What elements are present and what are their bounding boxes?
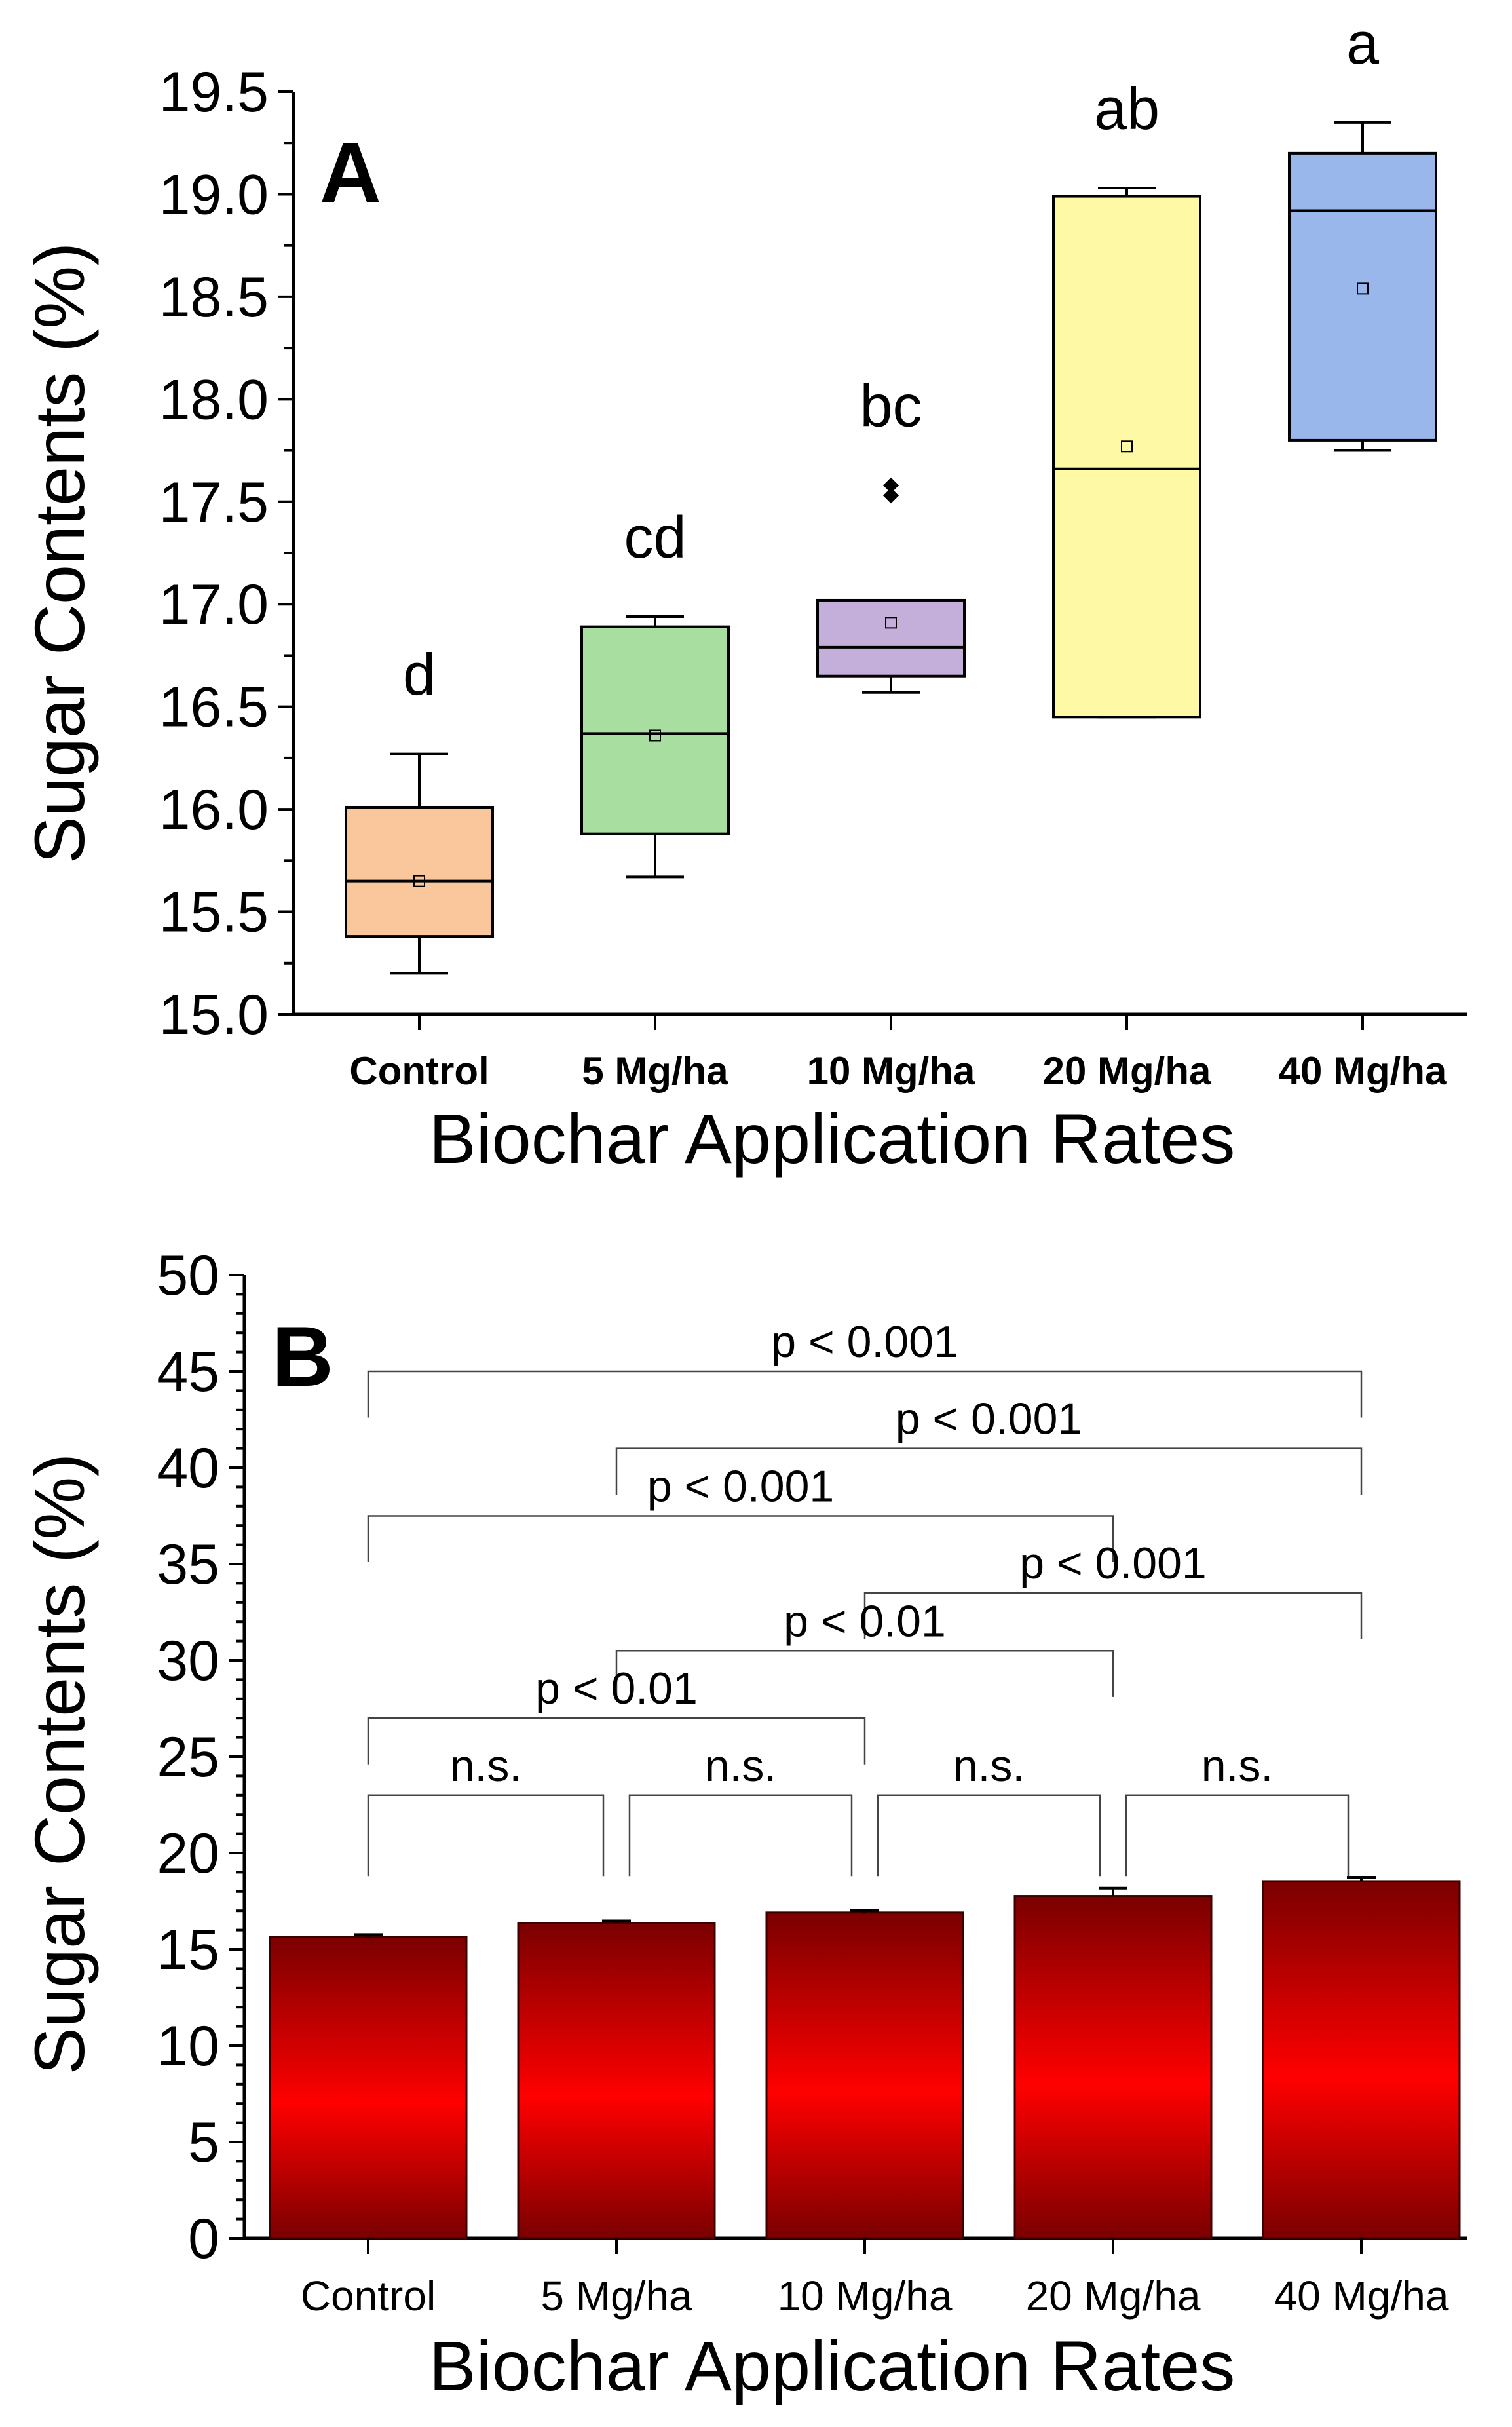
y-tick-label: 17.5 — [159, 471, 269, 534]
y-tick-label: 25 — [157, 1726, 219, 1789]
panel-b-y-axis-title: Sugar Contents (%) — [20, 1453, 99, 2074]
x-tick-label: 5 Mg/ha — [540, 2272, 692, 2320]
y-tick-label: 15 — [157, 1919, 219, 1981]
panel-b-barchart: p < 0.001 p < 0.001 p < 0.001 p < 0.001 p < … — [20, 1244, 1467, 2405]
panel-b-x-axis-title: Biochar Application Rates — [429, 2326, 1236, 2405]
comparison-bracket — [367, 1515, 1114, 1563]
y-tick-label: 50 — [157, 1244, 219, 1307]
mean-marker — [413, 875, 425, 887]
comparison-bracket — [615, 1447, 1363, 1495]
y-tick-label: 0 — [188, 2207, 219, 2270]
x-tick-label: 20 Mg/ha — [1026, 2272, 1201, 2320]
x-tick-label: 5 Mg/ha — [582, 1049, 728, 1093]
y-tick-label: 16.5 — [159, 676, 269, 739]
box-iqr — [1288, 151, 1437, 442]
x-tick-label: 10 Mg/ha — [807, 1049, 975, 1093]
bar — [1262, 1880, 1461, 2240]
x-tick-label: Control — [349, 1049, 489, 1093]
x-tick-label: 10 Mg/ha — [778, 2272, 953, 2320]
outlier-point — [883, 477, 899, 493]
bar — [269, 1936, 468, 2240]
x-tick-label: 40 Mg/ha — [1274, 2272, 1449, 2320]
x-tick-label: Control — [301, 2272, 436, 2320]
comparison-bracket — [615, 1650, 1114, 1697]
y-tick-label: 19.0 — [159, 163, 269, 226]
bar — [765, 1911, 964, 2240]
box-iqr — [345, 805, 494, 938]
mean-marker — [1357, 282, 1369, 295]
y-tick-label: 35 — [157, 1533, 219, 1596]
y-tick-label: 15.0 — [159, 984, 269, 1046]
y-tick-label: 10 — [157, 2015, 219, 2078]
y-tick-label: 40 — [157, 1437, 219, 1500]
comparison-label: n.s. — [450, 1741, 522, 1791]
y-tick-label: 5 — [188, 2111, 219, 2174]
box-5-mg-ha: cd — [580, 505, 730, 879]
y-tick-label: 16.0 — [159, 778, 269, 841]
comparison-label: p < 0.001 — [1019, 1538, 1206, 1588]
y-tick-label: 17.0 — [159, 573, 269, 636]
bar — [1013, 1895, 1213, 2240]
comparison-bracket — [628, 1794, 853, 1877]
y-tick-label: 18.0 — [159, 368, 269, 431]
box-control: d — [345, 643, 494, 975]
bar — [517, 1922, 716, 2240]
outlier-point — [883, 487, 899, 504]
comparison-label: p < 0.001 — [647, 1462, 834, 1512]
significance-letter: a — [1346, 11, 1380, 77]
comparison-bracket — [367, 1370, 1363, 1418]
box-10-mg-ha: bc — [816, 374, 966, 694]
significance-letter: d — [403, 643, 436, 708]
y-tick-label: 15.5 — [159, 881, 269, 944]
comparison-label: p < 0.01 — [535, 1664, 698, 1713]
box-iqr — [816, 598, 966, 678]
mean-marker — [649, 729, 661, 742]
panel-a-y-axis-title: Sugar Contents (%) — [20, 242, 99, 864]
comparison-bracket — [367, 1717, 866, 1765]
comparison-label: n.s. — [953, 1741, 1025, 1791]
y-tick-label: 19.5 — [159, 61, 269, 124]
comparison-bracket — [1125, 1794, 1350, 1877]
significance-letter: bc — [860, 374, 922, 440]
panel-a-x-axis-title: Biochar Application Rates — [429, 1099, 1236, 1178]
comparison-bracket — [367, 1794, 605, 1877]
y-tick-label: 18.5 — [159, 266, 269, 329]
comparison-label: n.s. — [705, 1741, 777, 1791]
box-20-mg-ha: ab — [1052, 77, 1201, 719]
box-40-mg-ha: a — [1288, 11, 1437, 452]
panel-b-label: B — [272, 1309, 333, 1404]
x-tick-label: 20 Mg/ha — [1043, 1049, 1211, 1093]
y-tick-label: 30 — [157, 1630, 219, 1692]
comparison-label: n.s. — [1201, 1741, 1274, 1791]
box-iqr — [1052, 195, 1201, 719]
comparison-label: p < 0.001 — [896, 1394, 1082, 1444]
mean-marker — [885, 617, 897, 629]
significance-letter: ab — [1094, 77, 1160, 142]
comparison-label: p < 0.001 — [771, 1317, 958, 1367]
y-tick-label: 45 — [157, 1341, 219, 1404]
comparison-label: p < 0.01 — [784, 1596, 946, 1646]
y-tick-label: 20 — [157, 1822, 219, 1885]
panel-a-boxplot: 15.0 15.5 16.0 16.5 17.0 17.5 18.0 18.5 19.0 19.5… — [20, 11, 1467, 1178]
panel-a-label: A — [320, 124, 381, 220]
comparison-bracket — [863, 1592, 1363, 1639]
significance-letter: cd — [624, 505, 686, 571]
mean-marker — [1121, 440, 1133, 453]
x-tick-label: 40 Mg/ha — [1279, 1049, 1447, 1093]
comparison-bracket — [877, 1794, 1101, 1877]
